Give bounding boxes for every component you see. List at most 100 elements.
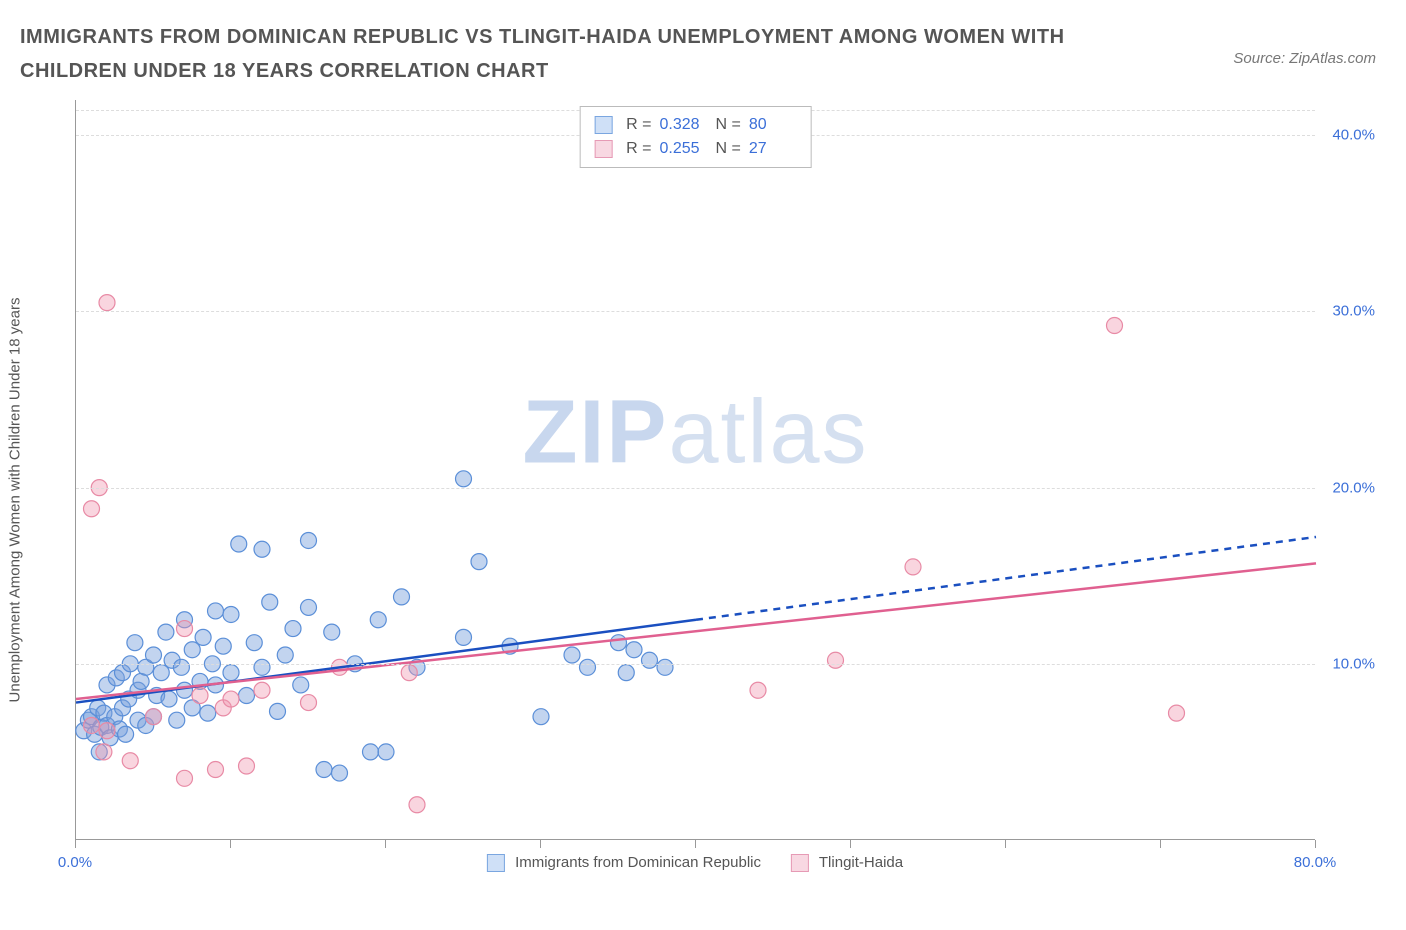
scatter-point: [192, 688, 208, 704]
scatter-point: [118, 726, 134, 742]
series-a-name: Immigrants from Dominican Republic: [515, 854, 761, 871]
scatter-svg: [76, 100, 1316, 840]
scatter-point: [223, 665, 239, 681]
legend-swatch-a: [594, 116, 612, 134]
scatter-point: [177, 621, 193, 637]
chart-container: IMMIGRANTS FROM DOMINICAN REPUBLIC VS TL…: [0, 0, 1406, 930]
legend-row-b: R = 0.255 N = 27: [594, 137, 797, 161]
x-tick: [230, 840, 231, 848]
y-tick-label: 20.0%: [1332, 479, 1375, 496]
scatter-point: [363, 744, 379, 760]
scatter-point: [99, 723, 115, 739]
scatter-point: [262, 594, 278, 610]
scatter-point: [208, 603, 224, 619]
scatter-point: [246, 635, 262, 651]
scatter-point: [332, 765, 348, 781]
scatter-point: [146, 709, 162, 725]
scatter-point: [270, 703, 286, 719]
x-tick: [385, 840, 386, 848]
scatter-point: [277, 647, 293, 663]
scatter-point: [301, 532, 317, 548]
y-tick-label: 10.0%: [1332, 655, 1375, 672]
x-tick: [850, 840, 851, 848]
legend-row-a: R = 0.328 N = 80: [594, 113, 797, 137]
scatter-point: [96, 744, 112, 760]
plot-wrap: Unemployment Among Women with Children U…: [20, 100, 1386, 900]
series-legend-item-b: Tlingit-Haida: [791, 854, 903, 872]
scatter-point: [370, 612, 386, 628]
scatter-point: [200, 705, 216, 721]
scatter-point: [223, 606, 239, 622]
scatter-point: [239, 688, 255, 704]
scatter-point: [657, 659, 673, 675]
x-tick: [695, 840, 696, 848]
scatter-point: [158, 624, 174, 640]
scatter-point: [828, 652, 844, 668]
scatter-point: [580, 659, 596, 675]
scatter-point: [169, 712, 185, 728]
scatter-point: [533, 709, 549, 725]
scatter-point: [564, 647, 580, 663]
scatter-point: [471, 554, 487, 570]
x-tick-label: 80.0%: [1294, 854, 1337, 871]
scatter-point: [208, 762, 224, 778]
scatter-point: [223, 691, 239, 707]
scatter-point: [324, 624, 340, 640]
scatter-point: [285, 621, 301, 637]
scatter-point: [254, 682, 270, 698]
scatter-point: [611, 635, 627, 651]
r-label-b: R =: [626, 137, 651, 161]
scatter-point: [301, 599, 317, 615]
scatter-point: [905, 559, 921, 575]
n-label-a: N =: [716, 113, 741, 137]
scatter-point: [84, 717, 100, 733]
scatter-point: [195, 629, 211, 645]
scatter-point: [618, 665, 634, 681]
scatter-point: [456, 471, 472, 487]
grid-line: [76, 664, 1315, 665]
correlation-legend: R = 0.328 N = 80 R = 0.255 N = 27: [579, 106, 812, 168]
scatter-point: [409, 797, 425, 813]
scatter-point: [293, 677, 309, 693]
chart-title: IMMIGRANTS FROM DOMINICAN REPUBLIC VS TL…: [20, 20, 1100, 88]
scatter-point: [254, 541, 270, 557]
series-b-name: Tlingit-Haida: [819, 854, 903, 871]
source-credit: Source: ZipAtlas.com: [1233, 50, 1376, 67]
n-value-a: 80: [749, 113, 797, 137]
scatter-point: [239, 758, 255, 774]
n-value-b: 27: [749, 137, 797, 161]
source-name: ZipAtlas.com: [1289, 50, 1376, 67]
x-tick: [75, 840, 76, 848]
scatter-point: [127, 635, 143, 651]
grid-line: [76, 311, 1315, 312]
x-tick: [540, 840, 541, 848]
scatter-point: [301, 695, 317, 711]
scatter-point: [316, 762, 332, 778]
y-tick-area: 10.0% 20.0% 30.0% 40.0%: [1315, 100, 1385, 840]
scatter-point: [215, 638, 231, 654]
scatter-point: [626, 642, 642, 658]
x-tick: [1315, 840, 1316, 848]
n-label-b: N =: [716, 137, 741, 161]
scatter-point: [456, 629, 472, 645]
x-tick: [1005, 840, 1006, 848]
r-label-a: R =: [626, 113, 651, 137]
trend-line: [76, 563, 1316, 699]
r-value-b: 0.255: [660, 137, 708, 161]
r-value-a: 0.328: [660, 113, 708, 137]
source-label: Source:: [1233, 50, 1285, 67]
scatter-point: [177, 770, 193, 786]
plot-area: ZIPatlas R = 0.328 N = 80 R = 0.255 N = …: [75, 100, 1315, 840]
y-axis-label: Unemployment Among Women with Children U…: [7, 298, 24, 703]
scatter-point: [401, 665, 417, 681]
scatter-point: [750, 682, 766, 698]
legend-swatch-b-icon: [791, 854, 809, 872]
scatter-point: [1107, 318, 1123, 334]
x-tick-label: 0.0%: [58, 854, 92, 871]
scatter-point: [1169, 705, 1185, 721]
y-tick-label: 40.0%: [1332, 127, 1375, 144]
y-tick-label: 30.0%: [1332, 303, 1375, 320]
scatter-point: [161, 691, 177, 707]
x-tick: [1160, 840, 1161, 848]
scatter-point: [177, 682, 193, 698]
